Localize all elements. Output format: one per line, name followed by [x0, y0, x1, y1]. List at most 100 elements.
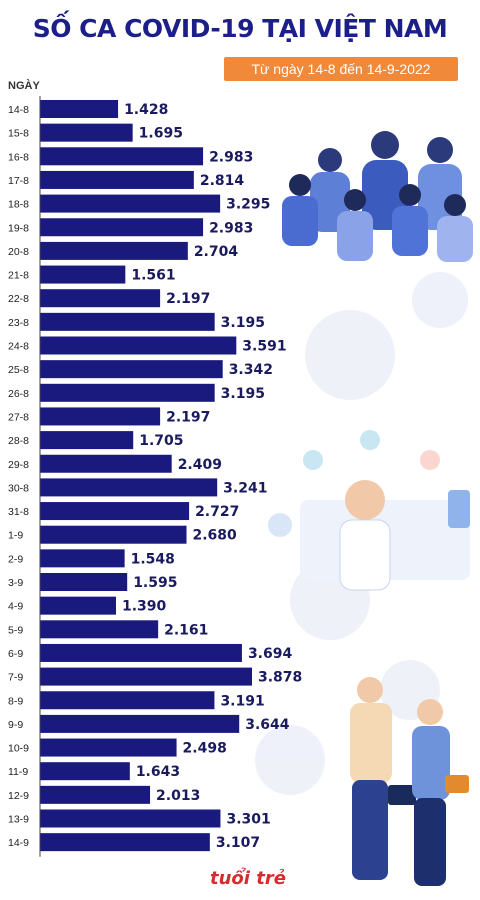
data-label: 3.107 [216, 835, 260, 851]
bar [40, 691, 215, 710]
data-label: 1.595 [133, 575, 177, 591]
category-label: 4-9 [8, 601, 23, 613]
bar [40, 809, 221, 828]
chart-title: SỐ CA COVID-19 TẠI VIỆT NAM [32, 14, 448, 43]
data-label: 3.301 [226, 812, 270, 828]
category-label: 22-8 [8, 293, 29, 305]
bar [40, 170, 194, 189]
brand-logo: tuổi trẻ [210, 868, 286, 889]
category-label: 1-9 [8, 530, 23, 542]
data-label: 3.342 [229, 362, 273, 378]
category-label: 5-9 [8, 624, 23, 636]
category-label: 13-9 [8, 814, 29, 826]
bar [40, 620, 159, 639]
data-label: 3.694 [248, 646, 293, 662]
category-label: 20-8 [8, 246, 29, 258]
category-label: 25-8 [8, 364, 29, 376]
data-label: 3.195 [221, 386, 265, 402]
data-label: 1.428 [124, 102, 168, 118]
data-label: 2.197 [166, 291, 210, 307]
data-label: 1.390 [122, 599, 167, 615]
category-label: 12-9 [8, 790, 29, 802]
data-label: 1.561 [131, 268, 175, 284]
data-label: 3.878 [258, 670, 302, 686]
category-label: 21-8 [8, 270, 29, 282]
data-label: 2.498 [183, 741, 227, 757]
category-label: 16-8 [8, 151, 29, 163]
category-label: 2-9 [8, 553, 23, 565]
data-label: 2.013 [156, 788, 200, 804]
category-label: 9-9 [8, 719, 23, 731]
data-label: 2.704 [194, 244, 239, 260]
bar [40, 643, 242, 662]
data-label: 2.161 [164, 622, 208, 638]
chart-subtitle: Từ ngày 14-8 đến 14-9-2022 [251, 61, 431, 77]
category-label: 27-8 [8, 411, 29, 423]
bar [40, 596, 116, 615]
bar [40, 312, 215, 331]
category-label: 8-9 [8, 695, 23, 707]
data-label: 2.983 [209, 220, 253, 236]
bar [40, 454, 172, 473]
category-label: 19-8 [8, 222, 29, 234]
category-label: 28-8 [8, 435, 29, 447]
data-label: 1.705 [139, 433, 183, 449]
data-label: 3.191 [220, 693, 264, 709]
data-label: 2.814 [200, 173, 245, 189]
category-label: 17-8 [8, 175, 29, 187]
data-label: 2.680 [193, 528, 238, 544]
bar [40, 289, 161, 308]
bar [40, 549, 125, 568]
category-label: 24-8 [8, 341, 29, 353]
category-label: 7-9 [8, 672, 23, 684]
category-label: 11-9 [8, 766, 28, 778]
data-label: 3.195 [221, 315, 265, 331]
data-label: 2.197 [166, 409, 210, 425]
walking-people-illustration [350, 677, 469, 886]
data-label: 1.548 [131, 551, 175, 567]
category-label: 10-9 [8, 743, 29, 755]
bar [40, 265, 126, 284]
data-label: 1.695 [139, 126, 183, 142]
bar [40, 667, 252, 686]
category-label: 29-8 [8, 459, 29, 471]
bar [40, 123, 133, 142]
bar [40, 738, 177, 757]
category-label: 30-8 [8, 482, 29, 494]
bar [40, 478, 218, 497]
bar [40, 360, 223, 379]
bar [40, 714, 240, 733]
bar [40, 194, 221, 213]
category-label: 14-8 [8, 104, 29, 116]
crowd-illustration [282, 131, 473, 262]
bar [40, 502, 190, 521]
bar [40, 147, 204, 166]
data-label: 2.983 [209, 149, 253, 165]
data-label: 3.295 [226, 197, 270, 213]
bar [40, 762, 130, 781]
data-label: 2.409 [178, 457, 222, 473]
data-label: 3.241 [223, 480, 267, 496]
bar [40, 383, 215, 402]
bar [40, 100, 119, 118]
category-label: 23-8 [8, 317, 29, 329]
data-label: 3.644 [245, 717, 290, 733]
category-label: 31-8 [8, 506, 29, 518]
bar [40, 241, 188, 260]
bar [40, 785, 151, 804]
date-range-badge: Từ ngày 14-8 đến 14-9-2022 [224, 57, 458, 81]
y-axis-label: NGÀY [8, 80, 40, 92]
bar [40, 431, 134, 450]
category-label: 26-8 [8, 388, 29, 400]
bar [40, 525, 187, 544]
data-label: 1.643 [136, 764, 180, 780]
category-label: 15-8 [8, 128, 29, 140]
bar [40, 833, 210, 852]
data-label: 2.727 [195, 504, 239, 520]
category-label: 6-9 [8, 648, 23, 660]
category-label: 14-9 [8, 837, 29, 849]
category-label: 18-8 [8, 199, 29, 211]
category-label: 3-9 [8, 577, 23, 589]
